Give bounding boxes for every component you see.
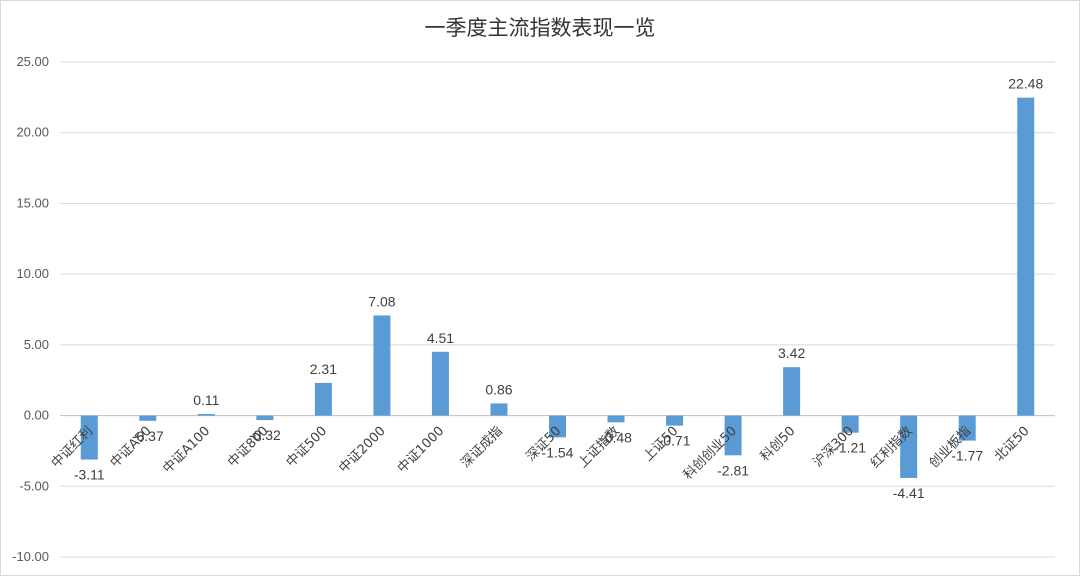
data-label: 2.31 bbox=[310, 361, 337, 377]
data-label: 3.42 bbox=[778, 345, 805, 361]
gridlines bbox=[60, 61, 1055, 558]
bar bbox=[900, 415, 918, 478]
data-label: 4.51 bbox=[427, 330, 454, 346]
data-label: -3.11 bbox=[74, 467, 105, 483]
y-tick-label: 10.00 bbox=[16, 266, 49, 281]
bar bbox=[197, 414, 215, 416]
data-label: 0.86 bbox=[485, 381, 512, 397]
data-labels: -3.11 -0.37 0.11 -0.32 2.31 7.08 4.51 0.86 -1.54… bbox=[74, 76, 1044, 501]
x-tick-label: 中证2000 bbox=[336, 424, 388, 476]
bar bbox=[783, 367, 801, 416]
bar bbox=[724, 415, 742, 456]
x-axis-labels: 中证红利 中证A50 中证A100 中证800 中证500 中证2000 中证1000 深证成… bbox=[48, 423, 1033, 483]
bar bbox=[139, 415, 157, 421]
data-label: -0.48 bbox=[600, 429, 632, 445]
bar bbox=[1017, 97, 1035, 416]
data-label: -0.32 bbox=[249, 427, 281, 443]
bar bbox=[314, 382, 332, 416]
y-tick-label: 5.00 bbox=[24, 337, 49, 352]
x-tick-label: 科创50 bbox=[758, 424, 799, 465]
data-label: 22.48 bbox=[1008, 76, 1043, 92]
y-tick-label: -5.00 bbox=[19, 478, 49, 493]
data-label: -0.37 bbox=[132, 428, 164, 444]
x-tick-label: 中证1000 bbox=[395, 424, 447, 476]
bar bbox=[666, 415, 684, 426]
data-label: -1.54 bbox=[542, 444, 574, 460]
bar bbox=[490, 403, 508, 416]
y-tick-label: 15.00 bbox=[16, 195, 49, 210]
x-tick-label: 北证50 bbox=[992, 424, 1033, 465]
chart-title: 一季度主流指数表现一览 bbox=[425, 16, 656, 40]
data-label: -1.21 bbox=[834, 440, 866, 456]
bar bbox=[256, 415, 274, 421]
data-label: -0.71 bbox=[659, 433, 691, 449]
bar bbox=[431, 351, 449, 416]
data-label: 0.11 bbox=[193, 392, 219, 408]
y-tick-label: 0.00 bbox=[24, 408, 49, 423]
bar bbox=[373, 315, 391, 416]
bar bbox=[80, 415, 98, 460]
y-tick-label: 25.00 bbox=[16, 54, 49, 69]
bar bbox=[958, 415, 976, 441]
y-tick-label: -10.00 bbox=[12, 549, 49, 564]
y-axis-ticks: 25.00 20.00 15.00 10.00 5.00 0.00 -5.00 -10.00 bbox=[12, 54, 49, 564]
data-label: -4.41 bbox=[893, 485, 925, 501]
bar bbox=[607, 415, 625, 423]
data-label: 7.08 bbox=[368, 293, 395, 309]
bars bbox=[80, 97, 1035, 478]
x-tick-label: 中证A100 bbox=[160, 424, 213, 477]
x-tick-label: 深证成指 bbox=[458, 424, 505, 471]
x-tick-label: 中证500 bbox=[284, 424, 331, 471]
bar bbox=[549, 415, 566, 438]
data-label: -1.77 bbox=[951, 448, 983, 464]
y-tick-label: 20.00 bbox=[16, 125, 49, 140]
bar bbox=[841, 415, 859, 433]
data-label: -2.81 bbox=[717, 462, 749, 478]
